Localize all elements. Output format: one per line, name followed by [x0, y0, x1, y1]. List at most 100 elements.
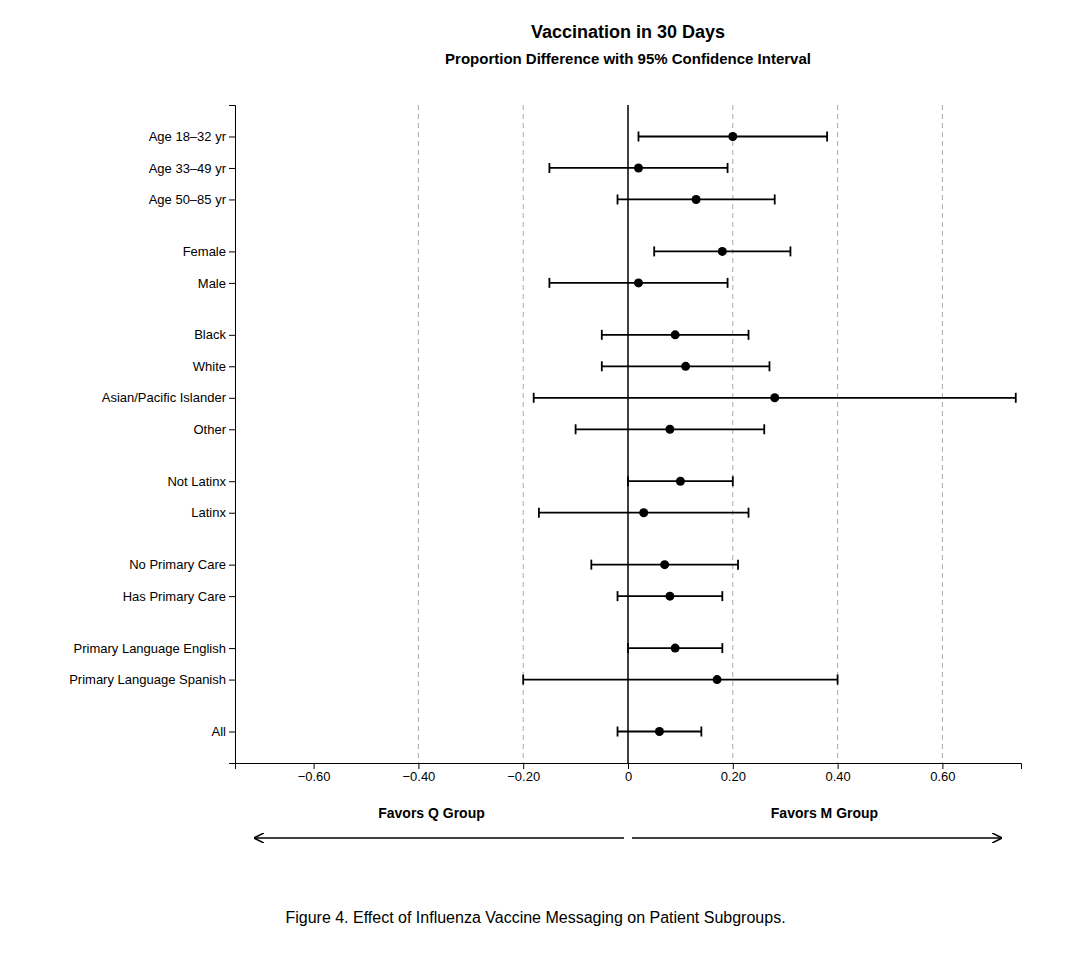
x-tick-label: 0.20	[721, 769, 746, 784]
error-cap-lower	[538, 508, 540, 518]
annotation: Favors Q Group	[378, 805, 485, 821]
x-tick: −0.60	[298, 763, 331, 784]
y-tick-mark	[229, 596, 235, 597]
y-tick: White	[193, 359, 235, 374]
y-tick-label: Male	[198, 276, 226, 291]
y-tick: Black	[194, 327, 235, 342]
estimate-row	[638, 131, 827, 141]
estimate-row	[576, 424, 765, 434]
error-cap-lower	[638, 131, 640, 141]
y-tick-mark	[229, 251, 235, 252]
estimate-row	[654, 246, 790, 256]
error-cap-upper	[727, 278, 729, 288]
estimate-row	[618, 727, 702, 737]
error-cap-lower	[627, 476, 629, 486]
y-tick-mark	[229, 429, 235, 430]
x-tick: −0.40	[402, 763, 435, 784]
error-cap-upper	[826, 131, 828, 141]
error-cap-lower	[522, 675, 524, 685]
x-tick-label: 0.40	[825, 769, 850, 784]
x-tick: 0.40	[825, 763, 850, 784]
y-tick-label: Latinx	[191, 505, 226, 520]
error-cap-upper	[790, 246, 792, 256]
x-tick-label: 0	[625, 769, 632, 784]
error-cap-lower	[549, 278, 551, 288]
y-tick-mark	[229, 199, 235, 200]
estimate-point	[660, 560, 669, 569]
estimate-point	[770, 393, 779, 402]
annotation: Favors M Group	[771, 805, 878, 821]
estimate-point	[671, 644, 680, 653]
y-tick-label: White	[193, 359, 226, 374]
estimate-point	[692, 195, 701, 204]
x-tick: −0.20	[507, 763, 540, 784]
estimate-point	[681, 362, 690, 371]
x-tick-label: −0.60	[298, 769, 331, 784]
y-axis-line	[229, 106, 236, 764]
arrow-left	[255, 837, 624, 838]
x-tick-mark	[418, 763, 419, 769]
error-bar	[523, 679, 837, 681]
y-tick-mark	[229, 732, 235, 733]
y-tick-mark	[229, 648, 235, 649]
y-tick-label: Primary Language English	[74, 641, 226, 656]
estimate-row	[549, 163, 727, 173]
y-tick-label: Black	[194, 327, 226, 342]
y-tick-mark	[229, 366, 235, 367]
error-cap-lower	[627, 643, 629, 653]
y-tick: Female	[183, 244, 235, 259]
y-tick: Age 33–49 yr	[149, 161, 235, 176]
error-cap-upper	[748, 508, 750, 518]
arrow-right	[632, 837, 1001, 838]
error-cap-upper	[721, 643, 723, 653]
error-cap-upper	[727, 163, 729, 173]
x-tick-mark	[523, 763, 524, 769]
marks	[523, 131, 1016, 736]
error-cap-lower	[617, 727, 619, 737]
error-cap-lower	[533, 393, 535, 403]
reference-line	[732, 105, 733, 763]
y-tick-mark	[229, 398, 235, 399]
reference-line	[418, 105, 419, 763]
y-tick-label: Age 18–32 yr	[149, 129, 227, 144]
y-tick: No Primary Care	[129, 557, 235, 572]
estimate-point	[634, 163, 643, 172]
y-axis: Age 18–32 yr Age 33–49 yr Age 50–85 yr Fema…	[69, 106, 235, 764]
plot-area: −0.60 −0.40 −0.20 0 0.20 0.40 0.60 Age 18–32 yr…	[69, 105, 1021, 784]
error-cap-upper	[769, 361, 771, 371]
x-tick-mark	[314, 763, 315, 769]
y-tick-mark	[229, 481, 235, 482]
estimate-point	[713, 675, 722, 684]
x-tick-label: −0.20	[507, 769, 540, 784]
y-tick-label: Age 50–85 yr	[149, 192, 227, 207]
chart-container: Vaccination in 30 DaysProportion Differe…	[0, 0, 1071, 963]
error-cap-upper	[1015, 393, 1017, 403]
error-cap-lower	[601, 361, 603, 371]
estimate-point	[655, 727, 664, 736]
y-tick-label: No Primary Care	[129, 557, 226, 572]
error-cap-upper	[700, 727, 702, 737]
x-tick: 0	[625, 763, 632, 784]
error-cap-upper	[837, 675, 839, 685]
y-tick: Has Primary Care	[123, 589, 235, 604]
error-cap-lower	[617, 194, 619, 204]
reference-line	[837, 105, 838, 763]
y-tick: Latinx	[191, 505, 235, 520]
estimate-point	[728, 132, 737, 141]
x-tick-label: 0.60	[930, 769, 955, 784]
estimate-row	[539, 508, 749, 518]
subtitle: Proportion Difference with 95% Confidenc…	[445, 50, 811, 67]
error-cap-lower	[653, 246, 655, 256]
y-tick-mark	[229, 335, 235, 336]
y-tick-mark	[229, 136, 235, 137]
x-tick-mark	[838, 763, 839, 769]
estimate-row	[628, 643, 722, 653]
y-tick: All	[212, 724, 235, 739]
estimate-point	[665, 592, 674, 601]
reference-line	[942, 105, 943, 763]
y-tick: Male	[198, 276, 235, 291]
estimate-point	[671, 330, 680, 339]
y-tick-mark	[229, 513, 235, 514]
error-cap-upper	[732, 476, 734, 486]
y-tick: Age 50–85 yr	[149, 192, 235, 207]
